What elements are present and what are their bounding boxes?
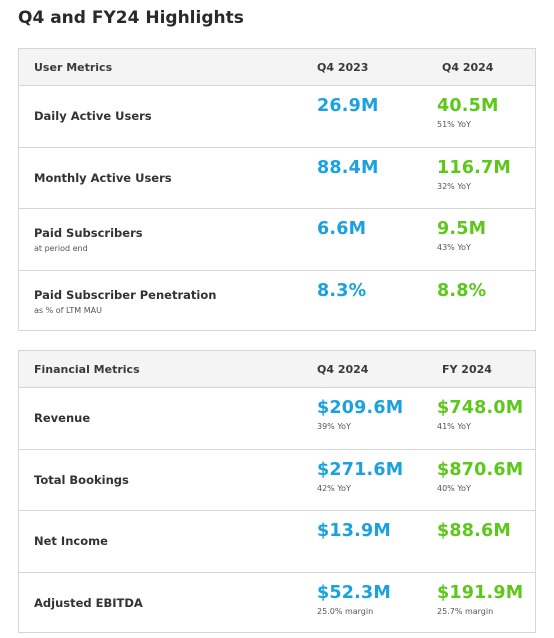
user-metrics-header-q4-2023: Q4 2023 xyxy=(317,61,369,74)
table-row: Revenue $209.6M 39% YoY $748.0M 41% YoY xyxy=(19,388,535,450)
metric-value: 8.8% xyxy=(437,280,487,301)
financial-metrics-table: Financial Metrics Q4 2024 FY 2024 Revenu… xyxy=(18,350,536,633)
yoy-note: 43% YoY xyxy=(437,243,471,252)
yoy-note: 32% YoY xyxy=(437,181,471,191)
value-cell-prior: 8.3% xyxy=(317,281,366,301)
metric-value: $13.9M xyxy=(317,521,391,541)
row-label: Total Bookings xyxy=(34,472,129,487)
metric-value: $52.3M xyxy=(317,582,391,603)
metric-value: $748.0M xyxy=(437,398,524,418)
value-cell-year: $88.6M xyxy=(437,521,511,541)
metric-value: 8.3% xyxy=(317,280,367,301)
row-label: Adjusted EBITDA xyxy=(34,595,143,610)
value-cell-prior: 26.9M xyxy=(317,96,379,116)
value-cell-quarter: $52.3M 25.0% margin xyxy=(317,583,391,616)
value-cell-current: 8.8% xyxy=(437,281,486,301)
yoy-note: 41% YoY xyxy=(437,422,471,431)
margin-note: 25.0% margin xyxy=(317,606,374,616)
value-cell-year: $748.0M 41% YoY xyxy=(437,398,523,431)
financial-metrics-header-label: Financial Metrics xyxy=(34,363,140,376)
user-metrics-header-q4-2024: Q4 2024 xyxy=(442,61,494,74)
table-row: Monthly Active Users 88.4M 116.7M 32% Yo… xyxy=(19,148,535,209)
metric-value: $191.9M xyxy=(437,582,524,603)
row-label: Net Income xyxy=(34,534,108,548)
user-metrics-table: User Metrics Q4 2023 Q4 2024 Daily Activ… xyxy=(18,48,536,331)
metric-value: 88.4M xyxy=(317,157,379,178)
user-metrics-header-label: User Metrics xyxy=(34,61,113,74)
metric-value: $870.6M xyxy=(437,459,524,480)
metric-value: 26.9M xyxy=(317,96,379,116)
metric-value: $271.6M xyxy=(317,459,404,480)
table-row: Paid Subscribers at period end 6.6M 9.5M… xyxy=(19,209,535,271)
margin-note: 25.7% margin xyxy=(437,606,494,616)
yoy-note: 40% YoY xyxy=(437,483,471,493)
value-cell-current: 40.5M 51% YoY xyxy=(437,96,499,129)
value-cell-quarter: $13.9M xyxy=(317,521,391,541)
row-label: Paid Subscriber Penetration xyxy=(34,287,217,302)
metric-value: $88.6M xyxy=(437,521,511,541)
value-cell-quarter: $271.6M 42% YoY xyxy=(317,460,403,493)
page-title: Q4 and FY24 Highlights xyxy=(18,8,244,28)
metric-value: 9.5M xyxy=(437,219,487,239)
table-row: Daily Active Users 26.9M 40.5M 51% YoY xyxy=(19,86,535,148)
table-row: Total Bookings $271.6M 42% YoY $870.6M 4… xyxy=(19,450,535,511)
value-cell-quarter: $209.6M 39% YoY xyxy=(317,398,403,431)
row-label: Paid Subscribers xyxy=(34,226,143,240)
value-cell-current: 116.7M 32% YoY xyxy=(437,158,511,191)
row-label: Daily Active Users xyxy=(34,109,152,123)
metric-value: 6.6M xyxy=(317,219,367,239)
yoy-note: 51% YoY xyxy=(437,120,471,129)
row-sublabel: as % of LTM MAU xyxy=(34,305,102,315)
yoy-note: 42% YoY xyxy=(317,483,351,493)
table-row: Adjusted EBITDA $52.3M 25.0% margin $191… xyxy=(19,573,535,635)
value-cell-prior: 6.6M xyxy=(317,219,366,239)
row-label: Revenue xyxy=(34,411,91,425)
metric-value: 40.5M xyxy=(437,96,499,116)
financial-metrics-header-fy-2024: FY 2024 xyxy=(442,363,492,376)
yoy-note: 39% YoY xyxy=(317,422,351,431)
metric-value: $209.6M xyxy=(317,398,404,418)
row-sublabel: at period end xyxy=(34,244,88,253)
metric-value: 116.7M xyxy=(437,157,511,178)
table-row: Paid Subscriber Penetration as % of LTM … xyxy=(19,271,535,333)
financial-metrics-header-q4-2024: Q4 2024 xyxy=(317,363,369,376)
value-cell-year: $870.6M 40% YoY xyxy=(437,460,523,493)
financial-metrics-header: Financial Metrics Q4 2024 FY 2024 xyxy=(19,351,535,388)
value-cell-prior: 88.4M xyxy=(317,158,379,178)
value-cell-year: $191.9M 25.7% margin xyxy=(437,583,523,616)
table-row: Net Income $13.9M $88.6M xyxy=(19,511,535,573)
value-cell-current: 9.5M 43% YoY xyxy=(437,219,486,252)
user-metrics-header: User Metrics Q4 2023 Q4 2024 xyxy=(19,49,535,86)
row-label: Monthly Active Users xyxy=(34,170,172,185)
